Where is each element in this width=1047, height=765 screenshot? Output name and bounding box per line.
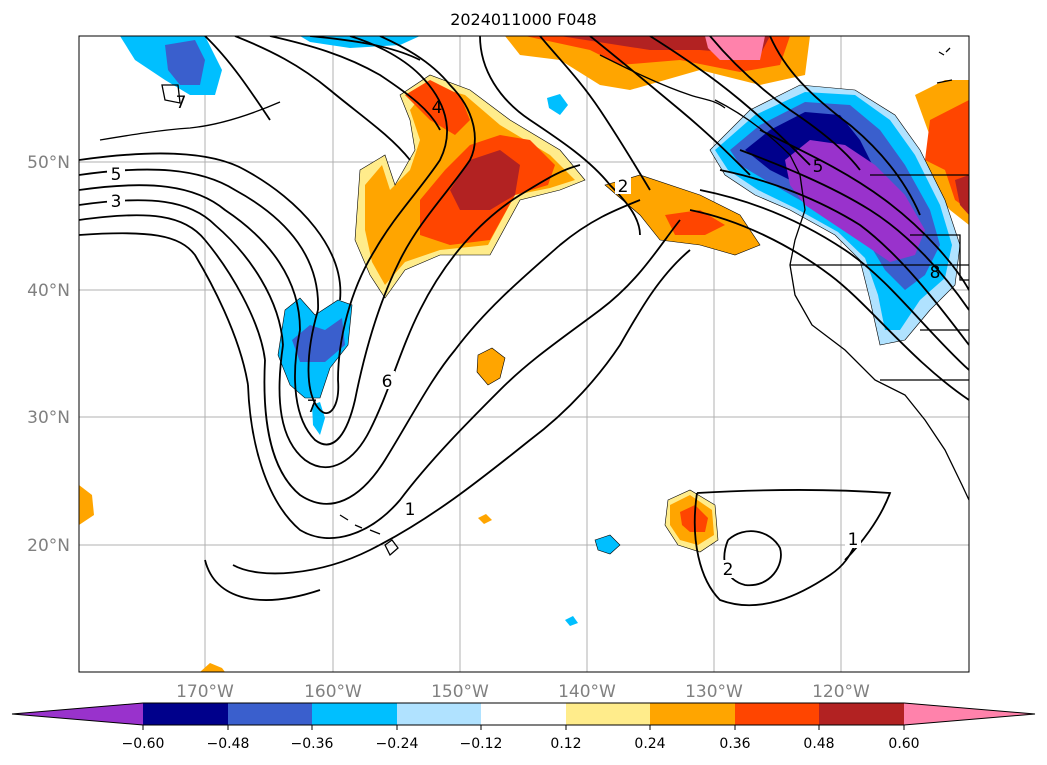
contour-line <box>589 36 751 176</box>
contour-line <box>539 36 651 191</box>
contour-line <box>79 184 301 331</box>
contour-line <box>263 199 641 505</box>
colorbar-segment <box>228 703 312 725</box>
colorbar-tick-label: −0.48 <box>207 736 250 752</box>
contour-line <box>769 36 921 216</box>
contour-label: 8 <box>930 263 941 283</box>
colorbar-tick-label: 0.24 <box>634 736 665 752</box>
contour-line <box>479 36 641 236</box>
colorbar-segment <box>397 703 481 725</box>
colorbar-extend-right <box>904 703 1035 725</box>
lon-label: 170°W <box>176 682 234 702</box>
lon-label: 160°W <box>304 682 362 702</box>
colorbar-extend-left <box>12 703 143 725</box>
lon-label: 120°W <box>812 682 870 702</box>
contour-line <box>247 219 681 539</box>
contour-line <box>79 199 284 346</box>
contour-line <box>309 36 421 61</box>
lon-label: 130°W <box>685 682 743 702</box>
contour-line <box>294 36 476 446</box>
map-area: 5 3 7 4 2 6 7 1 2 1 5 8 <box>79 36 969 672</box>
colorbar-segment <box>819 703 904 725</box>
contour-label: 4 <box>432 98 443 118</box>
coastlines <box>99 47 969 557</box>
colorbar-segment <box>481 703 566 725</box>
shaded-fields <box>79 36 969 672</box>
colorbar-tick-label: −0.36 <box>291 736 334 752</box>
contour-label: 7 <box>307 397 318 417</box>
colorbar-tick-label: −0.24 <box>376 736 419 752</box>
contour-line <box>234 36 411 161</box>
contour-label: 5 <box>111 165 122 185</box>
colorbar-tick-label: 0.48 <box>803 736 834 752</box>
colorbar-segment <box>566 703 650 725</box>
contour-line <box>739 149 969 311</box>
colorbar-tick-label: 0.12 <box>550 736 581 752</box>
contour-line <box>204 36 271 121</box>
colorbar-segment <box>650 703 735 725</box>
fill-outlines <box>277 74 961 555</box>
contour-label: 3 <box>111 192 122 212</box>
contour-line <box>278 164 581 469</box>
contour-line <box>719 169 969 346</box>
colorbar-segment <box>312 703 397 725</box>
map-title: 2024011000 F048 <box>450 10 597 29</box>
contour-label: 1 <box>848 530 859 550</box>
contour-line <box>79 168 319 311</box>
contour-line <box>307 36 448 414</box>
contour-line <box>79 214 266 361</box>
colorbar-segment <box>143 703 228 725</box>
colorbar-tick-label: 0.36 <box>719 736 750 752</box>
map-frame <box>78 35 970 673</box>
contour-line <box>232 249 691 575</box>
longitude-labels: 170°W 160°W 150°W 140°W 130°W 120°W <box>176 682 870 702</box>
lon-label: 140°W <box>558 682 616 702</box>
colorbar: −0.60 −0.48 −0.36 −0.24 −0.12 0.12 0.24 … <box>11 702 1036 752</box>
lat-label: 40°N <box>27 281 70 301</box>
lat-label: 30°N <box>27 408 70 428</box>
latitude-labels: 50°N 40°N 30°N 20°N <box>27 153 70 556</box>
contour-line <box>699 189 969 371</box>
contour-line <box>696 489 892 561</box>
contour-label: 2 <box>618 177 629 197</box>
colorbar-tick-label: −0.12 <box>460 736 503 752</box>
north-american-coast <box>714 99 969 501</box>
lat-label: 20°N <box>27 536 70 556</box>
contour-line <box>689 209 969 401</box>
contour-line <box>709 36 861 171</box>
colorbar-segment <box>735 703 819 725</box>
contour-labels: 5 3 7 4 2 6 7 1 2 1 5 8 <box>107 93 941 580</box>
contours <box>79 36 969 607</box>
lat-label: 50°N <box>27 153 70 173</box>
contour-label: 1 <box>405 500 416 520</box>
contour-label: 7 <box>176 93 187 113</box>
contour-label: 2 <box>723 560 734 580</box>
lon-label: 150°W <box>431 682 489 702</box>
contour-label: 5 <box>813 157 824 177</box>
colorbar-tick-label: −0.60 <box>122 736 165 752</box>
contour-line <box>693 492 856 607</box>
contour-label: 6 <box>382 372 393 392</box>
colorbar-tick-label: 0.60 <box>888 736 919 752</box>
contour-line <box>204 559 321 601</box>
contour-line <box>79 152 342 301</box>
contour-line <box>269 36 441 131</box>
contour-line <box>79 232 249 386</box>
